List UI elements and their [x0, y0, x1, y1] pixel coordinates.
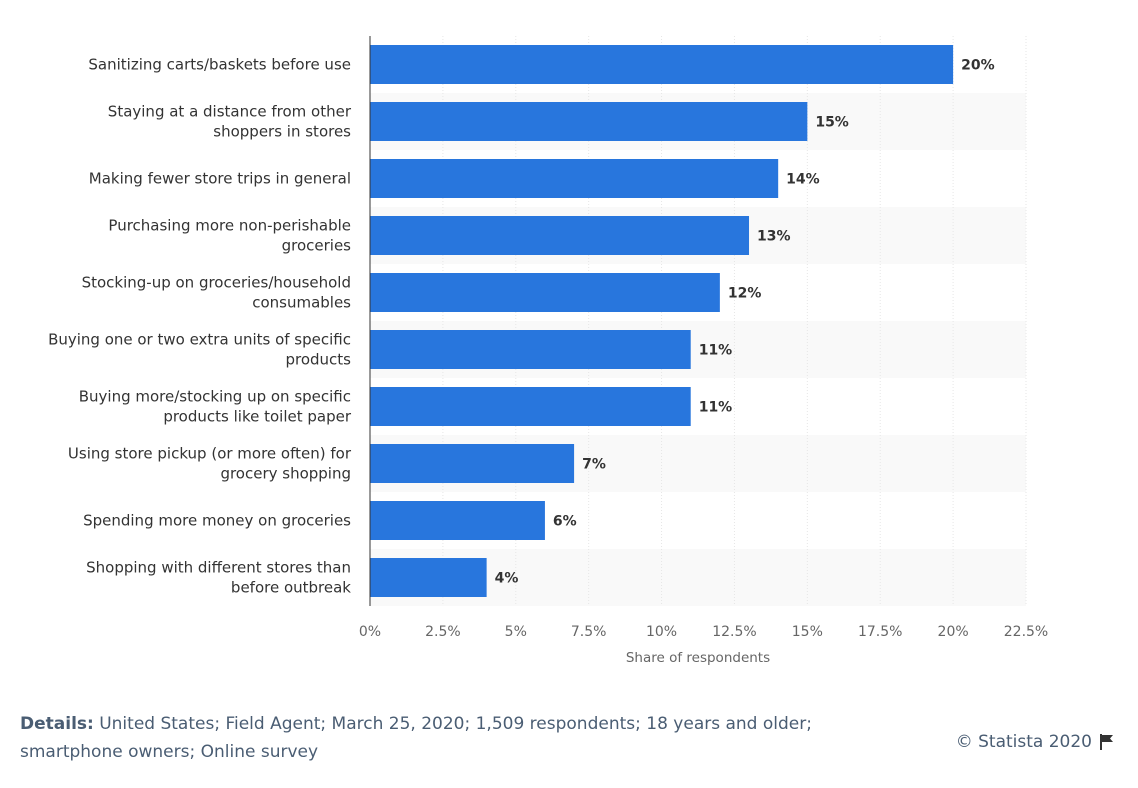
value-label: 20%	[961, 58, 995, 74]
bar[interactable]	[370, 558, 487, 597]
value-labels: 20% 15% 14% 13% 12% 11% 11% 7% 6% 4%	[495, 58, 995, 587]
bars	[370, 45, 954, 597]
bar[interactable]	[370, 159, 779, 198]
bar[interactable]	[370, 216, 750, 255]
bar[interactable]	[370, 444, 575, 483]
value-label: 15%	[815, 115, 849, 131]
category-label: Sanitizing carts/baskets before use	[88, 56, 351, 74]
statista-credit: © Statista 2020	[956, 732, 1114, 752]
details-text: United States; Field Agent; March 25, 20…	[20, 714, 812, 762]
x-tick-label: 7.5%	[571, 624, 607, 640]
details-note: Details: United States; Field Agent; Mar…	[20, 710, 820, 766]
value-label: 13%	[757, 229, 791, 245]
x-tick-label: 0%	[359, 624, 381, 640]
credit-text: © Statista 2020	[955, 732, 1092, 752]
x-tick-label: 22.5%	[1004, 624, 1048, 640]
x-tick-labels: 0% 2.5% 5% 7.5% 10% 12.5% 15% 17.5% 20% 22.5%	[359, 624, 1048, 640]
category-label: Buying one or two extra units of specifi…	[48, 331, 351, 369]
bar[interactable]	[370, 387, 691, 426]
bar[interactable]	[370, 330, 691, 369]
bar[interactable]	[370, 273, 720, 312]
category-label: Shopping with different stores than befor…	[86, 559, 351, 597]
x-tick-label: 10%	[646, 624, 677, 640]
value-label: 11%	[699, 400, 733, 416]
details-label: Details:	[20, 714, 94, 734]
value-label: 4%	[495, 571, 519, 587]
bar[interactable]	[370, 102, 808, 141]
category-label: Making fewer store trips in general	[89, 170, 351, 188]
x-tick-label: 5%	[505, 624, 527, 640]
x-tick-label: 12.5%	[712, 624, 756, 640]
category-label: Staying at a distance from other shoppers…	[108, 103, 352, 141]
x-tick-label: 20%	[938, 624, 969, 640]
category-label: Buying more/stocking up on specific produ…	[79, 388, 352, 426]
value-label: 14%	[786, 172, 820, 188]
bar[interactable]	[370, 45, 954, 84]
category-label: Stocking-up on groceries/household consum…	[82, 274, 352, 312]
x-tick-label: 2.5%	[425, 624, 461, 640]
flag-icon[interactable]	[1100, 734, 1114, 750]
x-tick-label: 15%	[792, 624, 823, 640]
bar[interactable]	[370, 501, 545, 540]
value-label: 6%	[553, 514, 577, 530]
category-label: Using store pickup (or more often) for gr…	[68, 445, 352, 483]
x-tick-label: 17.5%	[858, 624, 902, 640]
value-label: 7%	[582, 457, 606, 473]
category-labels: Sanitizing carts/baskets before use Stayi…	[48, 56, 352, 597]
category-label: Spending more money on groceries	[83, 512, 351, 530]
bar-chart: Sanitizing carts/baskets before use Stayi…	[48, 36, 1048, 666]
x-axis-title: Share of respondents	[626, 650, 770, 666]
category-label: Purchasing more non-perishable groceries	[108, 217, 351, 255]
value-label: 12%	[728, 286, 762, 302]
value-label: 11%	[699, 343, 733, 359]
